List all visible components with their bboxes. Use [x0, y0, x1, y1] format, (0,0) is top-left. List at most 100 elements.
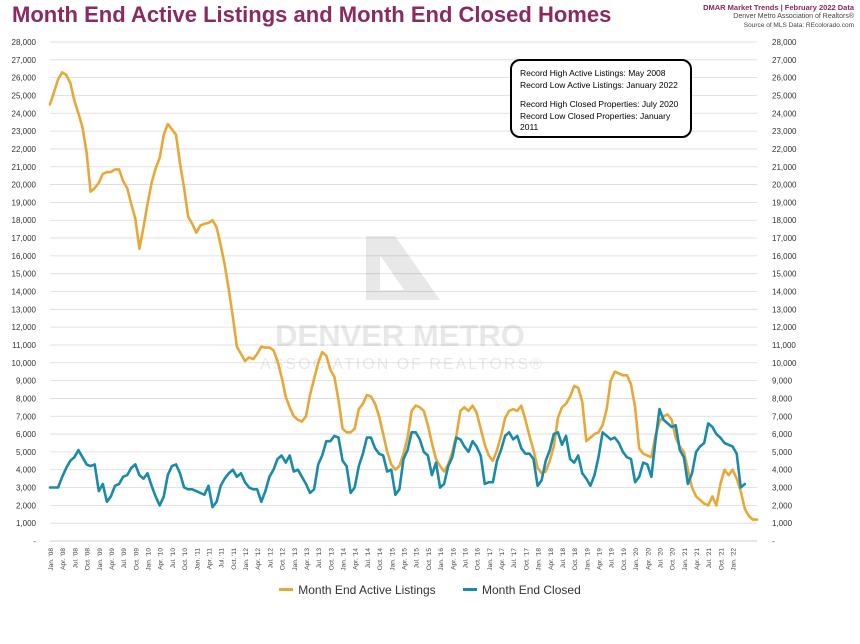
x-tick-label: Oct. '14 — [377, 548, 384, 571]
x-tick-label: Oct. '13 — [328, 548, 335, 571]
x-tick-label: Jul. '15 — [414, 548, 421, 569]
y-tick-label-right: 12,000 — [772, 323, 797, 332]
x-tick-label: Jan. '22 — [731, 548, 738, 571]
x-tick-label: Apr. '09 — [109, 548, 116, 570]
y-tick-label-right: 14,000 — [772, 288, 797, 297]
y-tick-label-left: 4,000 — [16, 466, 37, 475]
x-tick-label: Jan. '09 — [97, 548, 104, 571]
y-tick-label-right: 26,000 — [772, 74, 797, 83]
y-tick-label-left: - — [33, 537, 36, 546]
watermark-line-2: ASSOCIATION OF REALTORS® — [260, 356, 544, 373]
note-line-1: Record High Active Listings: May 2008 — [520, 68, 666, 78]
x-tick-label: Jan. '21 — [682, 548, 689, 571]
x-tick-label: Jul. '20 — [657, 548, 664, 569]
y-tick-label-left: 21,000 — [12, 163, 37, 172]
x-tick-label: Jan. '08 — [48, 548, 55, 571]
x-tick-label: Oct. '21 — [718, 548, 725, 571]
x-tick-label: Apr. '14 — [353, 548, 360, 570]
x-tick-label: Jul. '11 — [219, 548, 226, 568]
x-tick-label: Apr. '20 — [645, 548, 652, 570]
y-tick-label-left: 11,000 — [12, 341, 36, 350]
y-tick-label-right: 19,000 — [772, 198, 797, 207]
x-axis: Jan. '08 Apr. '08 Jul. '08 Oct. '08 Jan. '09… — [48, 540, 757, 571]
y-tick-label-right: 28,000 — [772, 38, 797, 47]
y-tick-label-left: 23,000 — [12, 127, 37, 136]
x-tick-label: Jan. '17 — [487, 548, 494, 571]
x-tick-label: Oct. '12 — [280, 548, 287, 571]
watermark-logo-icon — [366, 236, 440, 300]
legend-item-active: Month End Active Listings — [279, 582, 436, 597]
y-tick-label-right: 17,000 — [772, 234, 797, 243]
y-tick-label-left: 22,000 — [12, 145, 37, 154]
legend-swatch-active — [279, 588, 294, 591]
x-tick-label: Jan. '19 — [584, 548, 591, 571]
y-tick-label-right: 8,000 — [772, 394, 793, 403]
y-tick-label-left: 1,000 — [16, 519, 37, 528]
y-tick-label-right: 18,000 — [772, 216, 797, 225]
y-tick-label-right: - — [772, 537, 775, 546]
x-tick-label: Oct. '09 — [133, 548, 140, 571]
y-tick-label-left: 26,000 — [12, 74, 37, 83]
watermark-logo-cut-icon — [380, 255, 404, 290]
y-axis-left: - 1,000 2,000 3,000 4,000 5,000 6,000 7,000 8,00… — [12, 38, 37, 546]
watermark: DENVER METRO ASSOCIATION OF REALTORS® — [260, 236, 544, 373]
y-tick-label-left: 9,000 — [16, 377, 37, 386]
x-tick-label: Jan. '12 — [243, 548, 250, 571]
y-tick-label-left: 12,000 — [12, 323, 37, 332]
x-tick-label: Jul. '21 — [706, 548, 713, 569]
x-tick-label: Oct. '11 — [231, 548, 238, 570]
x-tick-label: Oct. '19 — [621, 548, 628, 571]
x-tick-label: Apr. '16 — [450, 548, 457, 570]
y-tick-label-left: 7,000 — [16, 412, 37, 421]
x-tick-label: Apr. '19 — [597, 548, 604, 570]
y-tick-label-left: 13,000 — [12, 305, 37, 314]
x-tick-label: Apr. '08 — [60, 548, 67, 570]
x-tick-label: Apr. '13 — [304, 548, 311, 570]
x-tick-label: Jul. '18 — [560, 548, 567, 569]
legend-label-active: Month End Active Listings — [298, 582, 436, 597]
x-tick-label: Jul. '09 — [121, 548, 128, 569]
y-tick-label-right: 21,000 — [772, 163, 797, 172]
y-tick-label-right: 24,000 — [772, 109, 797, 118]
y-tick-label-right: 5,000 — [772, 448, 793, 457]
legend-swatch-closed — [463, 588, 478, 591]
y-tick-label-right: 6,000 — [772, 430, 793, 439]
y-tick-label-right: 10,000 — [772, 359, 797, 368]
x-tick-label: Jul. '14 — [365, 548, 372, 569]
y-tick-label-right: 27,000 — [772, 56, 797, 65]
y-axis-right: - 1,000 2,000 3,000 4,000 5,000 6,000 7,000 8,00… — [772, 38, 797, 546]
x-tick-label: Jan. '13 — [292, 548, 299, 571]
y-tick-label-left: 16,000 — [12, 252, 37, 261]
y-tick-label-right: 9,000 — [772, 377, 793, 386]
x-tick-label: Jan. '18 — [536, 548, 543, 571]
x-tick-label: Jan. '10 — [146, 548, 153, 571]
x-tick-label: Jul. '19 — [609, 548, 616, 569]
y-tick-label-right: 25,000 — [772, 91, 797, 100]
y-tick-label-right: 13,000 — [772, 305, 797, 314]
y-tick-label-left: 15,000 — [12, 270, 37, 279]
note-line-2: Record Low Active Listings: January 2022 — [520, 79, 678, 90]
y-tick-label-left: 18,000 — [12, 216, 37, 225]
x-tick-label: Apr. '11 — [206, 548, 213, 570]
x-tick-label: Jan. '14 — [341, 548, 348, 571]
x-tick-label: Oct. '20 — [670, 548, 677, 571]
x-tick-label: Apr. '18 — [548, 548, 555, 570]
y-tick-label-right: 11,000 — [772, 341, 796, 350]
brand-line-3: Source of MLS Data: REcolorado.com — [743, 22, 854, 29]
y-tick-label-right: 16,000 — [772, 252, 797, 261]
y-tick-label-left: 28,000 — [12, 38, 37, 47]
x-tick-label: Jul. '12 — [267, 548, 274, 569]
y-tick-label-left: 10,000 — [12, 359, 37, 368]
x-tick-label: Apr. '21 — [694, 548, 701, 570]
y-tick-label-left: 3,000 — [16, 484, 37, 493]
y-tick-label-left: 25,000 — [12, 91, 37, 100]
x-tick-label: Jan. '11 — [194, 548, 201, 570]
y-tick-label-right: 7,000 — [772, 412, 793, 421]
series-closed-line — [48, 407, 747, 509]
y-tick-label-right: 2,000 — [772, 501, 793, 510]
x-tick-label: Apr. '15 — [402, 548, 409, 570]
y-tick-label-right: 23,000 — [772, 127, 797, 136]
y-tick-label-left: 19,000 — [12, 198, 37, 207]
x-tick-label: Apr. '10 — [158, 548, 165, 570]
